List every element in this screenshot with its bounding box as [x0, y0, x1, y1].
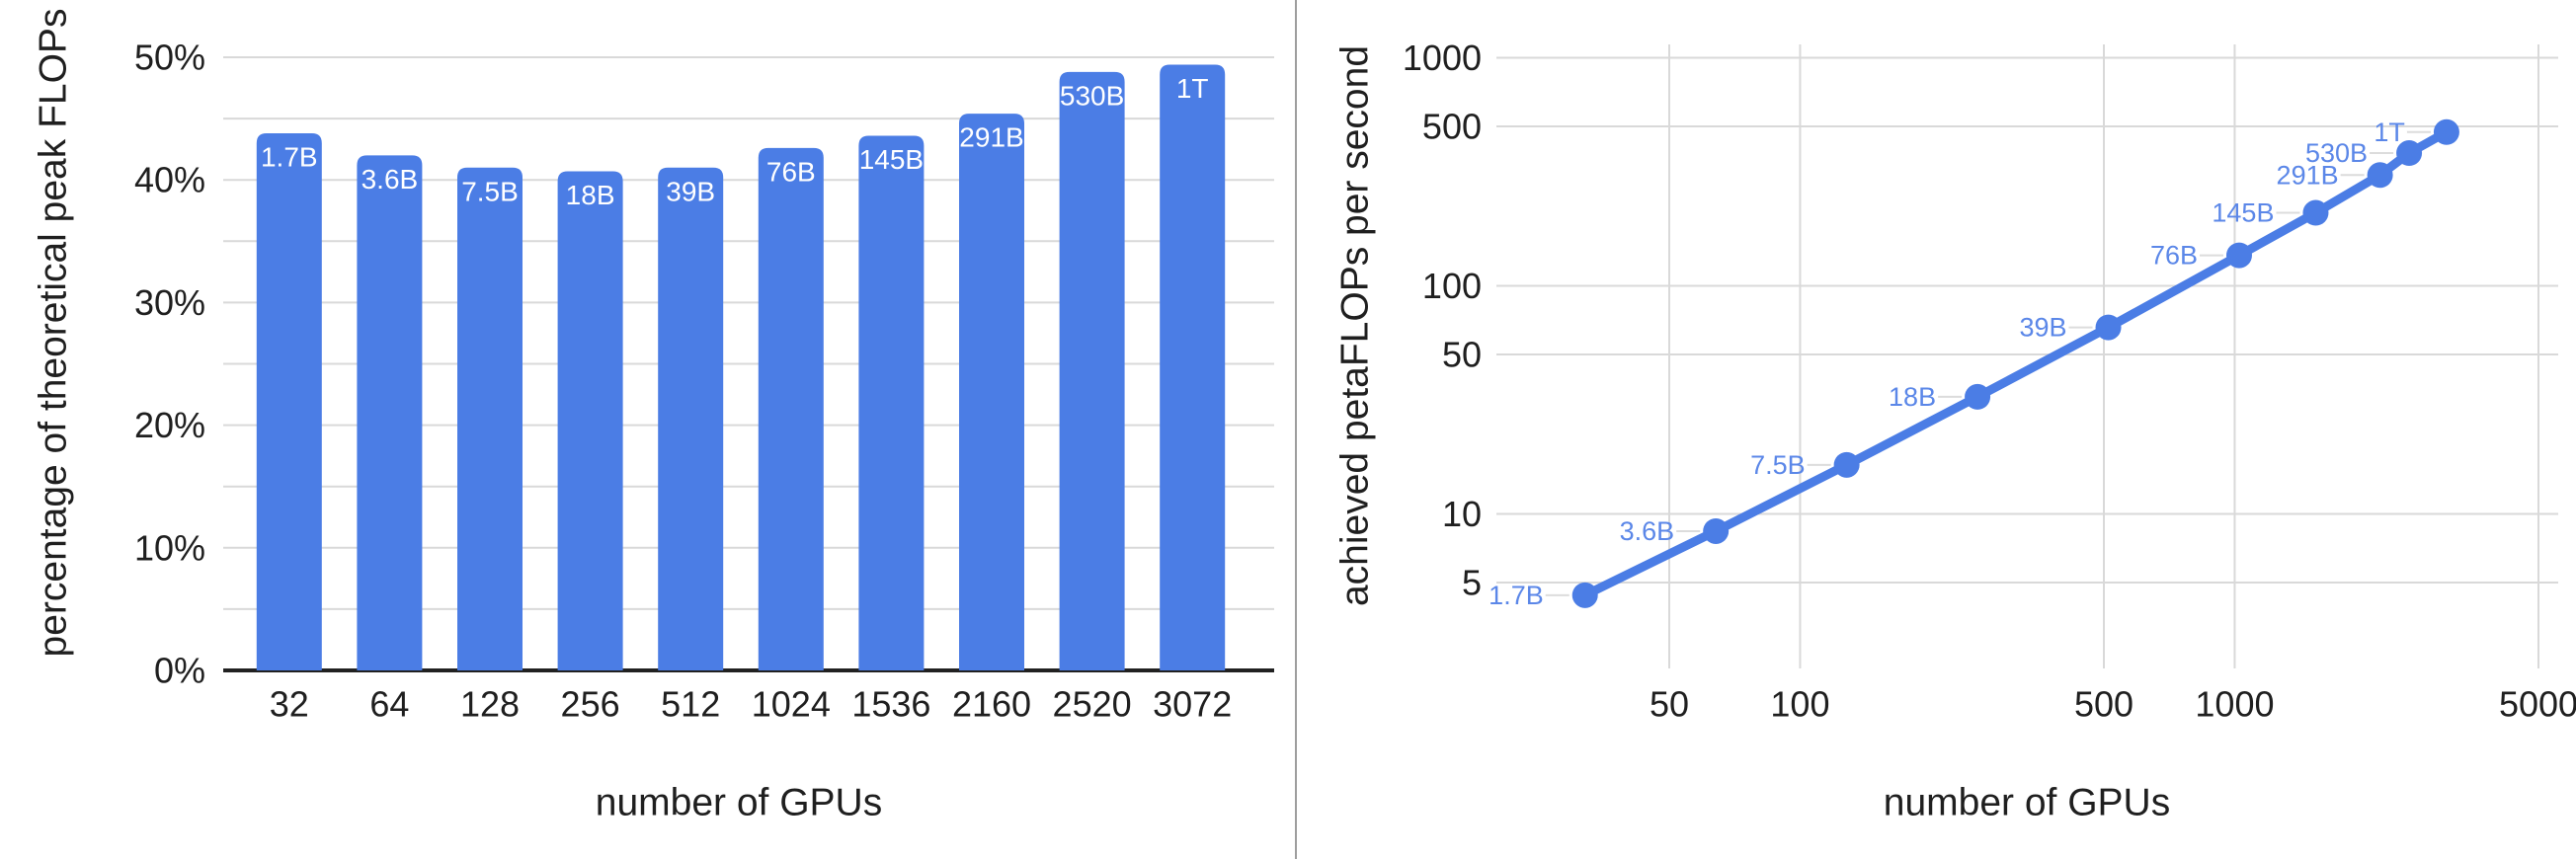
y-axis-tick-label: 20% [134, 405, 205, 445]
y-axis-tick-label: 50 [1442, 335, 1482, 375]
bar-value-label: 18B [566, 180, 615, 210]
line-chart-panel: 5 10 50 100 500 1000 50 100 500 1000 5000 1.7B 3.6B 7… [1403, 38, 2576, 725]
data-point [1833, 451, 1860, 478]
bar-chart-panel: 0% 10% 20% 30% 40% 50% 1.7B 32 3.6B 64 7.5B 128 18B 2… [134, 38, 1274, 725]
data-point [1965, 383, 1991, 410]
bar-value-label: 39B [666, 176, 715, 206]
bar [256, 133, 322, 670]
x-axis-tick-label: 100 [1770, 684, 1829, 725]
data-point [2396, 140, 2423, 167]
point-label: 18B [1889, 382, 1936, 412]
data-point [1571, 582, 1598, 608]
bar-value-label: 1.7B [261, 142, 318, 173]
data-point [2367, 162, 2393, 189]
bar [959, 114, 1024, 670]
x-axis-tick-label: 5000 [2499, 684, 2576, 725]
x-axis-tick-label: 128 [460, 684, 520, 725]
x-axis-tick-label: 1536 [851, 684, 930, 725]
bar-value-label: 76B [766, 156, 816, 187]
bar-value-label: 3.6B [362, 164, 419, 195]
point-label: 3.6B [1620, 516, 1675, 546]
point-label: 291B [2277, 160, 2339, 190]
point-label: 39B [2019, 313, 2066, 343]
x-axis-tick-label: 1024 [752, 684, 831, 725]
data-point [2433, 118, 2459, 145]
point-label: 76B [2150, 241, 2198, 271]
data-point [2302, 199, 2329, 226]
point-label: 530B [2305, 138, 2368, 168]
bar [858, 135, 925, 670]
bar-value-label: 145B [859, 144, 924, 175]
bar-value-label: 530B [1060, 80, 1124, 111]
y-axis-tick-label: 40% [134, 160, 205, 200]
right-chart-x-axis-title: number of GPUs [1883, 781, 2171, 824]
x-axis-tick-label: 500 [2074, 684, 2133, 725]
data-point [2095, 314, 2122, 341]
y-axis-tick-label: 10 [1442, 494, 1482, 534]
x-axis-tick-label: 32 [270, 684, 309, 725]
y-axis-tick-label: 50% [134, 38, 205, 78]
panel-divider-line [1295, 0, 1297, 859]
y-axis-tick-label: 100 [1422, 266, 1482, 306]
x-axis-tick-label: 2520 [1053, 684, 1132, 725]
right-chart-y-axis-title: achieved petaFLOPs per second [1333, 44, 1377, 607]
y-axis-tick-label: 0% [154, 651, 205, 691]
series-line [1580, 127, 2452, 600]
bar [557, 171, 623, 671]
point-label: 145B [2212, 198, 2274, 228]
bar [758, 147, 824, 670]
bar-value-label: 7.5B [461, 176, 519, 206]
bar-value-label: 1T [1176, 73, 1209, 104]
x-axis-tick-label: 2160 [952, 684, 1031, 725]
bar-value-label: 291B [959, 122, 1023, 153]
y-axis-tick-label: 30% [134, 282, 205, 323]
bar [1059, 71, 1125, 671]
y-axis-tick-label: 500 [1422, 107, 1482, 147]
point-label: 1T [2374, 117, 2405, 147]
data-point [1703, 517, 1730, 544]
x-axis-tick-label: 50 [1650, 684, 1689, 725]
bar [1160, 64, 1226, 670]
bar [457, 167, 523, 670]
point-label: 7.5B [1750, 450, 1806, 480]
left-chart-x-axis-title: number of GPUs [595, 781, 883, 824]
y-axis-tick-label: 10% [134, 527, 205, 568]
data-point [2225, 242, 2252, 269]
y-axis-tick-label: 1000 [1403, 38, 1482, 78]
x-axis-tick-label: 256 [561, 684, 620, 725]
x-axis-tick-label: 64 [369, 684, 409, 725]
y-axis-tick-label: 5 [1462, 563, 1482, 603]
x-axis-tick-label: 3072 [1153, 684, 1232, 725]
bar [658, 167, 724, 670]
x-axis-tick-label: 1000 [2195, 684, 2274, 725]
left-chart-y-axis-title: percentage of theoretical peak FLOPs [32, 8, 75, 658]
x-axis-tick-label: 512 [661, 684, 720, 725]
bar [357, 155, 423, 671]
point-label: 1.7B [1489, 581, 1544, 610]
